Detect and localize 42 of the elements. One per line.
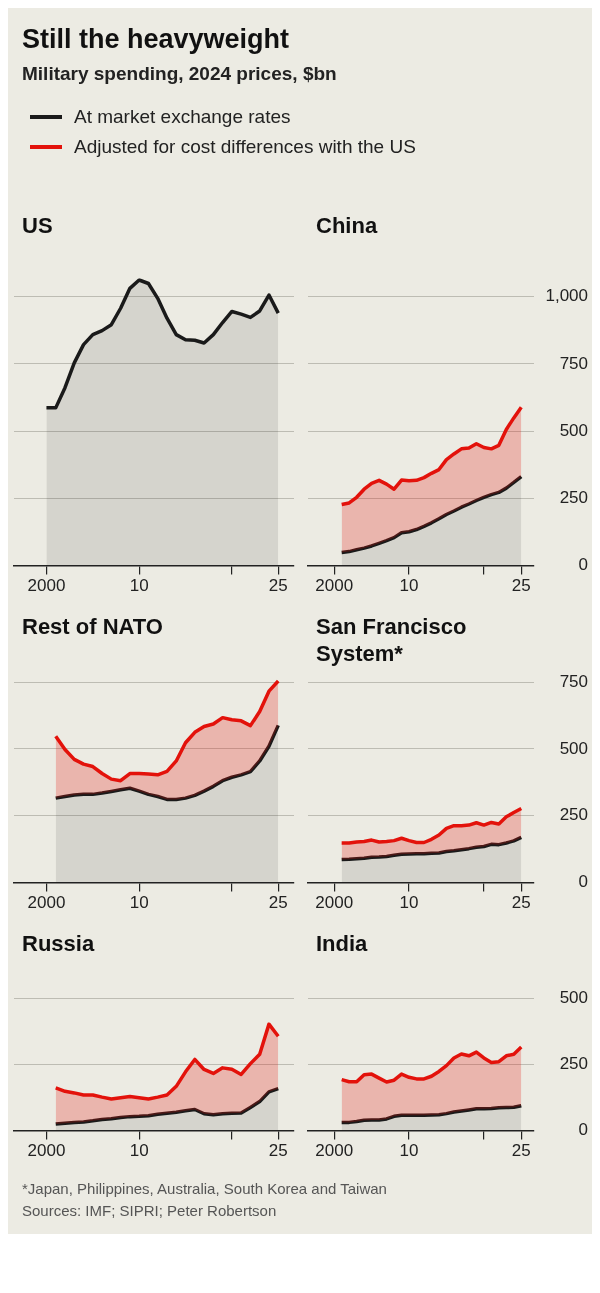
chart-title: India bbox=[315, 930, 369, 958]
chart-title: Rest of NATO bbox=[21, 613, 164, 641]
chart-title: Russia bbox=[21, 930, 96, 958]
x-tick-label: 25 bbox=[268, 576, 288, 596]
y-tick-label: 250 bbox=[559, 488, 588, 508]
y-tick-label: 750 bbox=[559, 353, 588, 373]
x-tick-label: 10 bbox=[129, 1141, 149, 1161]
y-tick-label: 1,000 bbox=[545, 286, 588, 306]
x-tick-label: 10 bbox=[399, 893, 419, 913]
x-tick-label: 2000 bbox=[27, 893, 66, 913]
x-tick-label: 10 bbox=[399, 1141, 419, 1161]
x-tick-label: 10 bbox=[129, 576, 149, 596]
x-tick-label: 2000 bbox=[27, 1141, 66, 1161]
x-tick-label: 2000 bbox=[27, 576, 66, 596]
source-note: Sources: IMF; SIPRI; Peter Robertson bbox=[22, 1201, 278, 1221]
y-tick-label: 500 bbox=[559, 738, 588, 758]
chart-title: China bbox=[315, 212, 379, 240]
legend-label: At market exchange rates bbox=[74, 106, 291, 128]
y-tick-label: 750 bbox=[559, 671, 588, 691]
y-tick-label: 250 bbox=[559, 805, 588, 825]
x-tick-label: 25 bbox=[511, 1141, 531, 1161]
text: *Japan, Philippines, Australia, South Korea and Taiwan bbox=[22, 1179, 388, 1199]
chart-title: US bbox=[21, 212, 54, 240]
x-tick-label: 10 bbox=[399, 576, 419, 596]
y-tick-label: 500 bbox=[559, 987, 588, 1007]
y-tick-label: 250 bbox=[559, 1053, 588, 1073]
x-tick-label: 25 bbox=[511, 893, 531, 913]
chart-title: San Francisco System* bbox=[315, 613, 468, 668]
legend-label: Adjusted for cost differences with the US bbox=[74, 136, 416, 158]
text: Military spending, 2024 prices, $bn bbox=[22, 63, 338, 85]
y-tick-label: 0 bbox=[578, 872, 588, 892]
y-tick-label: 0 bbox=[578, 555, 588, 575]
y-tick-label: 0 bbox=[578, 1120, 588, 1140]
text: Still the heavyweight bbox=[22, 24, 291, 55]
x-tick-label: 25 bbox=[268, 893, 288, 913]
x-tick-label: 10 bbox=[129, 893, 149, 913]
x-tick-label: 2000 bbox=[315, 1141, 354, 1161]
x-tick-label: 2000 bbox=[315, 893, 354, 913]
x-tick-label: 25 bbox=[511, 576, 531, 596]
x-tick-label: 25 bbox=[268, 1141, 288, 1161]
y-tick-label: 500 bbox=[559, 420, 588, 440]
x-tick-label: 2000 bbox=[315, 576, 354, 596]
